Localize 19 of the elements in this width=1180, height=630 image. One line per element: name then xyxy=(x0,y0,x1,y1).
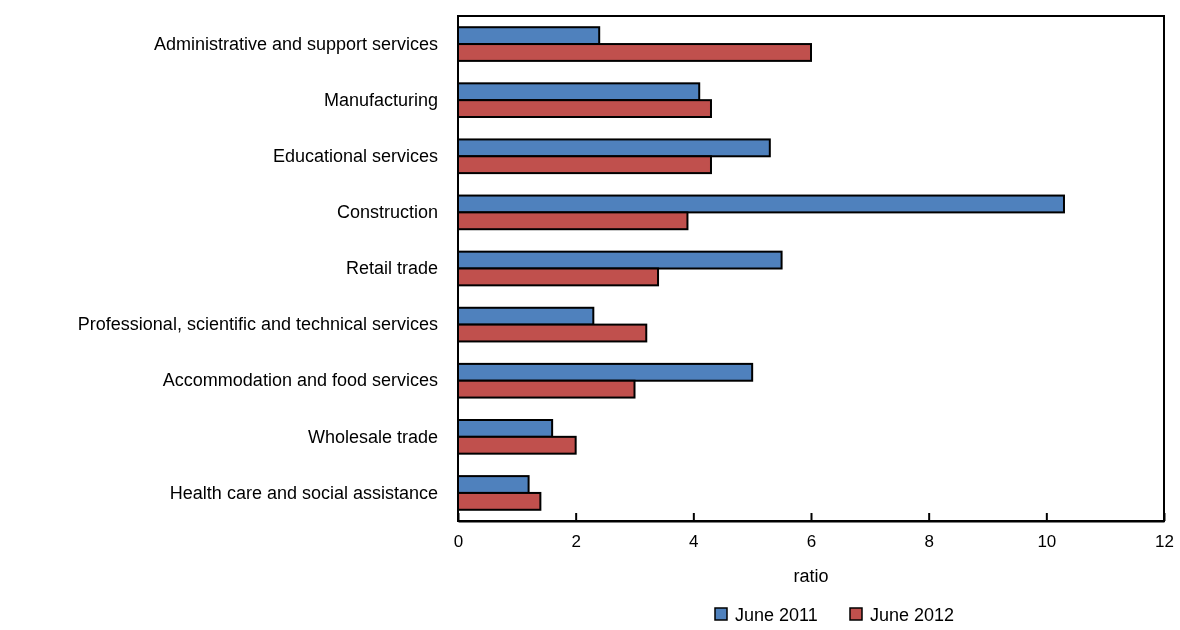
x-tick-label: 12 xyxy=(1155,532,1174,552)
y-tick-label: Administrative and support services xyxy=(153,33,438,54)
y-tick-label: Educational services xyxy=(272,146,438,167)
x-tick-label: 10 xyxy=(1037,532,1057,552)
x-tick-label: 8 xyxy=(924,532,934,552)
y-tick-label: Professional, scientific and technical services xyxy=(77,314,438,335)
x-tick-label: 6 xyxy=(806,532,817,552)
x-tick-label: 4 xyxy=(689,532,699,552)
y-tick-label: Retail trade xyxy=(345,258,438,279)
legend-label: June 2011 xyxy=(735,605,818,625)
y-tick-label: Health care and social assistance xyxy=(169,482,438,503)
y-tick-label: Manufacturing xyxy=(323,89,438,110)
x-axis-title: ratio xyxy=(793,566,829,586)
y-tick-label: Wholesale trade xyxy=(307,426,438,447)
y-tick-label: Accommodation and food services xyxy=(162,370,438,391)
y-tick-label: Construction xyxy=(336,202,438,223)
legend-label: June 2012 xyxy=(870,605,955,625)
x-tick-label: 2 xyxy=(571,532,581,552)
x-tick-label: 0 xyxy=(453,532,464,552)
